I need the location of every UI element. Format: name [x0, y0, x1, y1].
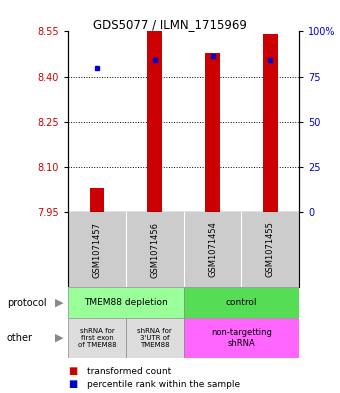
Text: percentile rank within the sample: percentile rank within the sample — [87, 380, 240, 389]
Bar — [263, 35, 277, 212]
Text: TMEM88 depletion: TMEM88 depletion — [84, 298, 168, 307]
Text: transformed count: transformed count — [87, 367, 171, 376]
Text: GSM1071457: GSM1071457 — [92, 222, 101, 277]
Text: GSM1071454: GSM1071454 — [208, 222, 217, 277]
Text: non-targetting
shRNA: non-targetting shRNA — [211, 328, 272, 348]
Bar — [205, 53, 220, 212]
Bar — [184, 287, 299, 318]
Text: control: control — [226, 298, 257, 307]
Bar — [184, 318, 299, 358]
Text: ■: ■ — [68, 379, 77, 389]
Text: ■: ■ — [68, 366, 77, 376]
Text: ▶: ▶ — [55, 333, 64, 343]
Text: other: other — [7, 333, 33, 343]
Bar — [68, 318, 126, 358]
Bar — [148, 31, 162, 212]
Text: GSM1071456: GSM1071456 — [150, 222, 159, 277]
Text: protocol: protocol — [7, 298, 47, 308]
Bar — [68, 287, 184, 318]
Bar — [126, 318, 184, 358]
Text: GDS5077 / ILMN_1715969: GDS5077 / ILMN_1715969 — [93, 18, 247, 31]
Text: shRNA for
first exon
of TMEM88: shRNA for first exon of TMEM88 — [78, 328, 116, 348]
Text: GSM1071455: GSM1071455 — [266, 222, 275, 277]
Bar — [90, 188, 104, 212]
Text: ▶: ▶ — [55, 298, 64, 308]
Text: shRNA for
3'UTR of
TMEM88: shRNA for 3'UTR of TMEM88 — [137, 328, 172, 348]
